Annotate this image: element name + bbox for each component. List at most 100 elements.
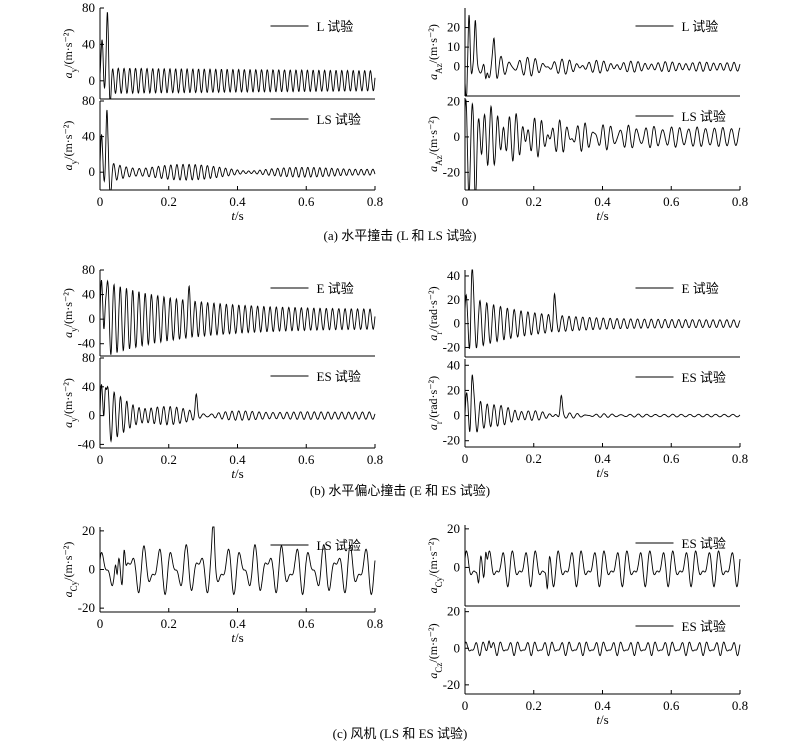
legend-label: LS 试验 bbox=[682, 109, 726, 124]
series-line bbox=[99, 384, 376, 443]
x-tick-label: 0 bbox=[462, 698, 469, 713]
svg-text:aAz/(m·s⁻²): aAz/(m·s⁻²) bbox=[426, 24, 444, 80]
series-line bbox=[99, 279, 376, 355]
x-tick-label: 0.4 bbox=[229, 194, 246, 209]
series-line bbox=[99, 109, 376, 191]
legend-label: L 试验 bbox=[682, 19, 719, 34]
y-tick-label: 80 bbox=[82, 262, 95, 277]
x-axis-label: t/s bbox=[231, 466, 243, 481]
x-axis-label: t/s bbox=[596, 465, 608, 480]
y-tick-label: 0 bbox=[454, 559, 461, 574]
x-tick-label: 0 bbox=[462, 194, 469, 209]
svg-text:aCy/(m·s⁻²): aCy/(m·s⁻²) bbox=[61, 542, 79, 598]
y-tick-label: 80 bbox=[82, 0, 95, 15]
chart-a_ll_bot: 0 40 80 0 0.2 0.4 0.6 0.8 t/s ay/(m·s⁻²) LS 试验 bbox=[61, 93, 383, 223]
y-axis-label: aAz/(m·s⁻²) bbox=[426, 116, 444, 172]
y-tick-label: 0 bbox=[89, 562, 96, 577]
svg-text:ay/(m·s⁻²): ay/(m·s⁻²) bbox=[61, 288, 79, 338]
y-tick-label: 40 bbox=[82, 129, 95, 144]
x-tick-label: 0.6 bbox=[663, 194, 680, 209]
x-tick-label: 0 bbox=[97, 194, 104, 209]
legend-label: LS 试验 bbox=[317, 538, 361, 553]
svg-text:aAz/(m·s⁻²): aAz/(m·s⁻²) bbox=[426, 116, 444, 172]
y-tick-label: 0 bbox=[89, 164, 96, 179]
y-tick-label: 40 bbox=[447, 268, 460, 283]
y-tick-label: 40 bbox=[82, 36, 95, 51]
series-line bbox=[99, 526, 376, 596]
y-tick-label: 80 bbox=[82, 350, 95, 365]
x-tick-label: 0.4 bbox=[594, 451, 611, 466]
legend-label: ES 试验 bbox=[682, 619, 726, 634]
y-tick-label: 0 bbox=[89, 408, 96, 423]
x-tick-label: 0.6 bbox=[298, 194, 315, 209]
y-tick-label: 20 bbox=[447, 94, 460, 109]
y-tick-label: 0 bbox=[454, 59, 461, 74]
x-tick-label: 0.8 bbox=[367, 452, 383, 467]
y-axis-label: ay/(m·s⁻²) bbox=[61, 288, 79, 338]
legend-label: ES 试验 bbox=[682, 536, 726, 551]
svg-text:ay/(m·s⁻²): ay/(m·s⁻²) bbox=[61, 29, 79, 79]
y-tick-label: 20 bbox=[447, 292, 460, 307]
x-tick-label: 0.8 bbox=[732, 451, 748, 466]
y-tick-label: -20 bbox=[443, 433, 460, 448]
svg-text:ay/(m·s⁻²): ay/(m·s⁻²) bbox=[61, 121, 79, 171]
svg-text:aCz/(m·s⁻²): aCz/(m·s⁻²) bbox=[426, 623, 444, 678]
svg-text:aCy/(m·s⁻²): aCy/(m·s⁻²) bbox=[426, 538, 444, 594]
y-tick-label: 20 bbox=[447, 604, 460, 619]
legend-label: LS 试验 bbox=[317, 112, 361, 127]
y-axis-label: ay/(m·s⁻²) bbox=[61, 121, 79, 171]
x-tick-label: 0.2 bbox=[161, 194, 177, 209]
x-tick-label: 0 bbox=[462, 451, 469, 466]
x-tick-label: 0.2 bbox=[161, 452, 177, 467]
series-line bbox=[464, 14, 741, 97]
series-line bbox=[464, 269, 741, 350]
x-tick-label: 0 bbox=[97, 616, 104, 631]
x-tick-label: 0.4 bbox=[229, 616, 246, 631]
series-line bbox=[464, 99, 741, 191]
x-axis-label: t/s bbox=[231, 630, 243, 645]
x-tick-label: 0.2 bbox=[161, 616, 177, 631]
y-tick-label: 40 bbox=[82, 287, 95, 302]
x-tick-label: 0.2 bbox=[526, 451, 542, 466]
y-tick-label: 0 bbox=[454, 129, 461, 144]
y-tick-label: 20 bbox=[447, 20, 460, 35]
y-tick-label: -40 bbox=[78, 336, 95, 351]
svg-text:ar/(rad·s⁻²): ar/(rad·s⁻²) bbox=[426, 376, 444, 430]
legend-label: E 试验 bbox=[317, 281, 354, 296]
series-line bbox=[464, 550, 741, 590]
y-tick-label: -20 bbox=[443, 339, 460, 354]
x-tick-label: 0.8 bbox=[732, 194, 748, 209]
svg-text:ay/(m·s⁻²): ay/(m·s⁻²) bbox=[61, 378, 79, 428]
y-axis-label: aAz/(m·s⁻²) bbox=[426, 24, 444, 80]
y-tick-label: 80 bbox=[82, 93, 95, 108]
y-tick-label: 0 bbox=[454, 408, 461, 423]
y-axis-label: ar/(rad·s⁻²) bbox=[426, 286, 444, 340]
x-tick-label: 0.6 bbox=[298, 452, 315, 467]
x-tick-label: 0.2 bbox=[526, 194, 542, 209]
x-tick-label: 0.8 bbox=[732, 698, 748, 713]
y-tick-label: 10 bbox=[447, 39, 460, 54]
x-tick-label: 0.8 bbox=[367, 194, 383, 209]
x-tick-label: 0.6 bbox=[298, 616, 315, 631]
y-tick-label: -20 bbox=[443, 677, 460, 692]
legend-label: ES 试验 bbox=[317, 369, 361, 384]
caption-b: (b) 水平偏心撞击 (E 和 ES 试验) bbox=[310, 483, 490, 498]
series-line bbox=[464, 640, 741, 657]
y-axis-label: ay/(m·s⁻²) bbox=[61, 378, 79, 428]
x-tick-label: 0.8 bbox=[367, 616, 383, 631]
x-tick-label: 0.2 bbox=[526, 698, 542, 713]
y-tick-label: 0 bbox=[454, 316, 461, 331]
series-line bbox=[99, 12, 376, 100]
y-tick-label: 20 bbox=[447, 382, 460, 397]
legend-label: L 试验 bbox=[317, 19, 354, 34]
y-axis-label: aCz/(m·s⁻²) bbox=[426, 623, 444, 678]
y-tick-label: 20 bbox=[447, 521, 460, 536]
y-tick-label: -20 bbox=[443, 164, 460, 179]
